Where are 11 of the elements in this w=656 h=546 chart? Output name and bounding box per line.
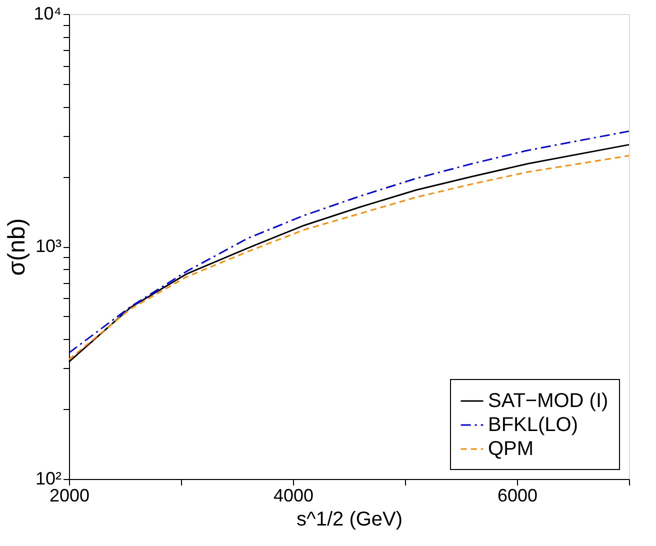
legend-label: BFKL(LO) <box>488 414 578 436</box>
y-axis-title: σ(nb) <box>4 218 31 276</box>
x-axis-title: s^1/2 (GeV) <box>296 508 403 530</box>
legend-label: SAT−MOD (I) <box>488 390 608 412</box>
y-tick-label: 10³ <box>35 236 62 256</box>
y-tick-label: 10⁴ <box>34 4 62 24</box>
x-tick-label: 2000 <box>49 486 90 506</box>
legend-label: QPM <box>488 438 534 460</box>
y-tick-label: 10² <box>35 468 62 488</box>
x-tick-label: 6000 <box>497 486 538 506</box>
x-tick-label: 4000 <box>273 486 314 506</box>
